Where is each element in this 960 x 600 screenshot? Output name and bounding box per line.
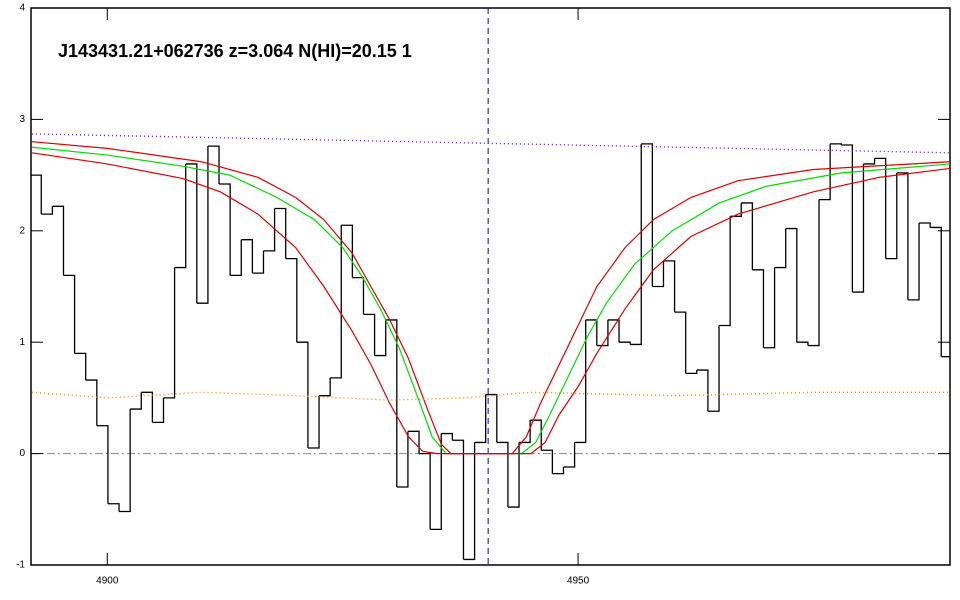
flux-step bbox=[930, 226, 942, 357]
flux-step bbox=[63, 274, 76, 354]
y-tick-label: 0 bbox=[19, 448, 25, 459]
flux-step bbox=[574, 319, 587, 444]
fit-curve bbox=[31, 141, 950, 455]
flux-step bbox=[396, 431, 409, 488]
flux-step bbox=[141, 391, 154, 423]
flux-step bbox=[707, 325, 720, 412]
flux-step bbox=[441, 432, 454, 441]
flux-step bbox=[307, 395, 320, 449]
flux-step bbox=[474, 394, 487, 444]
flux-step bbox=[230, 239, 242, 277]
flux-step bbox=[774, 228, 787, 269]
flux-step bbox=[663, 260, 676, 313]
flux-step bbox=[185, 163, 198, 304]
dotted-curve bbox=[31, 133, 950, 154]
flux-step bbox=[619, 341, 631, 345]
y-tick-label: 3 bbox=[19, 114, 25, 125]
flux-step bbox=[207, 145, 220, 185]
flux-step bbox=[274, 207, 287, 259]
flux-step bbox=[852, 163, 865, 293]
flux-step bbox=[241, 239, 254, 274]
flux-step bbox=[319, 377, 331, 397]
flux-step bbox=[807, 199, 820, 347]
flux-step bbox=[796, 341, 809, 346]
flux-step bbox=[263, 208, 276, 252]
flux-step bbox=[31, 174, 42, 215]
flux-step bbox=[219, 183, 231, 276]
flux-step bbox=[507, 442, 520, 508]
flux-step bbox=[485, 393, 498, 443]
flux-step bbox=[152, 397, 165, 424]
flux-step bbox=[452, 439, 465, 560]
flux-step bbox=[196, 146, 209, 304]
flux-step bbox=[363, 313, 376, 356]
flux-step bbox=[563, 442, 576, 468]
fit-curve bbox=[31, 152, 950, 455]
flux-step bbox=[85, 379, 98, 426]
flux-step bbox=[41, 206, 54, 215]
flux-step bbox=[919, 222, 931, 228]
flux-step bbox=[841, 144, 854, 293]
flux-step bbox=[730, 202, 742, 217]
flux-step bbox=[552, 466, 565, 475]
flux-step bbox=[696, 369, 709, 412]
flux-step bbox=[130, 392, 142, 410]
flux-step bbox=[907, 223, 920, 301]
flux-step bbox=[752, 269, 765, 348]
plot-frame bbox=[30, 7, 951, 566]
flux-step bbox=[685, 370, 698, 375]
flux-step bbox=[652, 260, 665, 288]
flux-step bbox=[107, 503, 120, 512]
flux-step bbox=[252, 250, 265, 274]
flux-step bbox=[719, 216, 731, 327]
flux-step bbox=[741, 202, 754, 270]
flux-step bbox=[596, 319, 609, 347]
flux-step bbox=[341, 224, 354, 278]
flux-step bbox=[463, 442, 476, 561]
flux-step bbox=[541, 449, 554, 474]
flux-step bbox=[763, 267, 776, 349]
flux-step bbox=[674, 311, 687, 374]
flux-step bbox=[785, 227, 798, 343]
fit-curve bbox=[31, 146, 950, 455]
flux-step bbox=[119, 409, 131, 513]
flux-step bbox=[819, 143, 831, 201]
y-tick-label: 2 bbox=[19, 225, 25, 236]
flux-step bbox=[419, 452, 431, 530]
x-tick-label: 4900 bbox=[96, 576, 119, 587]
flux-step bbox=[74, 352, 87, 381]
flux-step bbox=[52, 205, 65, 276]
flux-step bbox=[407, 430, 420, 454]
y-tick-label: -1 bbox=[16, 560, 25, 571]
flux-step bbox=[330, 225, 342, 379]
flux-step bbox=[174, 163, 187, 269]
dotted-curve bbox=[31, 391, 950, 401]
plot-area bbox=[31, 8, 950, 565]
flux-step bbox=[285, 258, 298, 343]
flux-step bbox=[374, 319, 387, 357]
flux-step bbox=[607, 319, 620, 343]
flux-step bbox=[896, 172, 909, 300]
y-tick-label: 4 bbox=[19, 3, 25, 14]
y-tick-label: 1 bbox=[19, 337, 25, 348]
flux-step bbox=[830, 143, 842, 146]
x-tick-label: 4950 bbox=[567, 576, 590, 587]
flux-step bbox=[385, 319, 398, 488]
flux-step bbox=[630, 143, 642, 346]
flux-step bbox=[296, 341, 309, 449]
flux-step bbox=[874, 157, 887, 259]
flux-step bbox=[496, 441, 509, 508]
flux-step bbox=[352, 276, 365, 315]
flux-step bbox=[641, 143, 654, 287]
flux-step bbox=[96, 425, 109, 504]
flux-step bbox=[163, 267, 176, 399]
chart-title: J143431.21+062736 z=3.064 N(HI)=20.15 1 bbox=[58, 41, 412, 61]
flux-step bbox=[430, 433, 442, 531]
flux-step bbox=[863, 158, 876, 165]
flux-step bbox=[885, 172, 898, 260]
